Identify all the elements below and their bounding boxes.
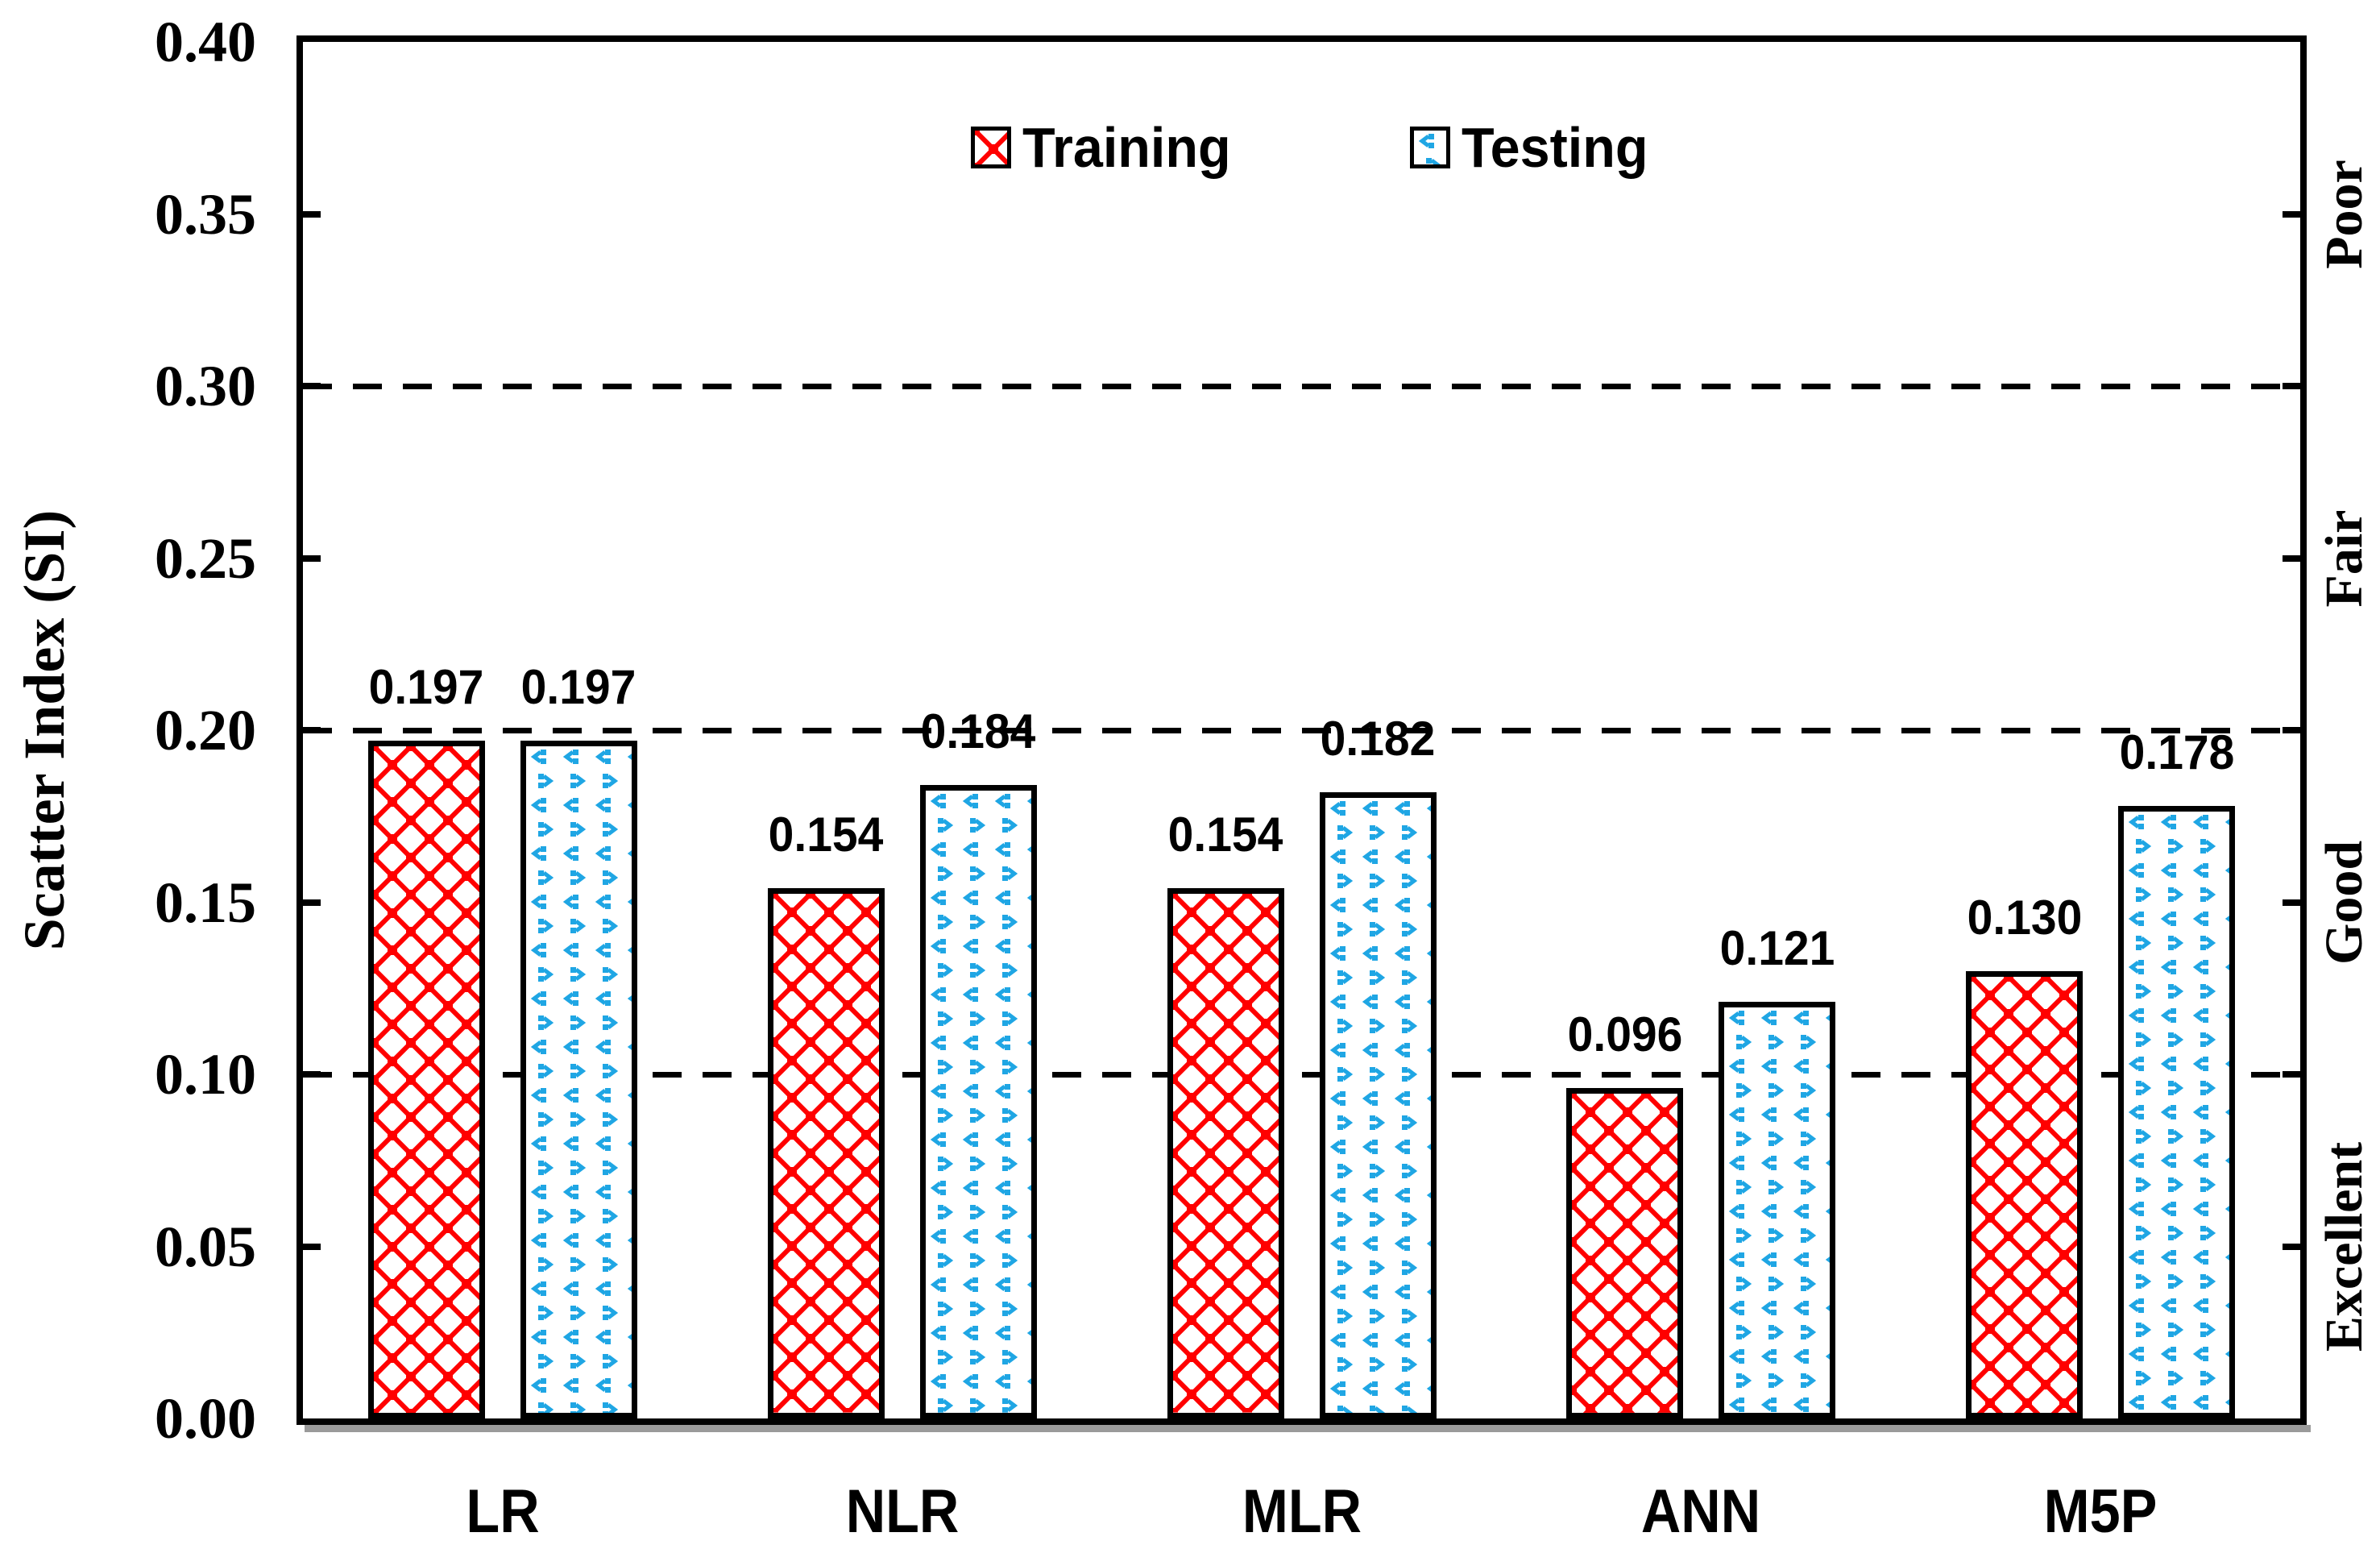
- gridline-0.30: [303, 384, 2300, 389]
- band-label-excellent: Excellent: [2315, 1141, 2374, 1352]
- band-label-fair: Fair: [2315, 509, 2374, 607]
- x-label-NLR: NLR: [845, 1477, 959, 1545]
- legend-item-training: Training: [971, 119, 1242, 176]
- x-label-ANN: ANN: [1641, 1477, 1761, 1545]
- bar-testing-MLR: [1319, 791, 1437, 1418]
- y-tick-right: [2283, 383, 2300, 389]
- band-label-good: Good: [2315, 840, 2374, 965]
- value-label-testing-NLR: 0.184: [920, 704, 1036, 759]
- bar-testing-NLR: [919, 785, 1037, 1418]
- y-tick-label-0.40: 0.40: [155, 10, 256, 74]
- y-tick-right: [2283, 899, 2300, 906]
- y-tick-label-0.05: 0.05: [155, 1214, 256, 1279]
- value-label-training-M5P: 0.130: [1967, 890, 2082, 945]
- y-tick-left: [303, 899, 321, 906]
- x-label-MLR: MLR: [1242, 1477, 1362, 1545]
- bar-training-MLR: [1167, 888, 1284, 1418]
- y-tick-left: [303, 210, 321, 218]
- bar-testing-LR: [520, 740, 637, 1418]
- band-label-poor: Poor: [2315, 159, 2374, 269]
- y-tick-right: [2283, 210, 2300, 218]
- y-tick-left: [303, 1071, 321, 1078]
- x-label-LR: LR: [466, 1477, 540, 1545]
- y-tick-left: [303, 554, 321, 562]
- y-tick-right: [2283, 727, 2300, 733]
- y-tick-label-0.15: 0.15: [155, 870, 256, 935]
- y-tick-right: [2283, 1071, 2300, 1078]
- y-tick-label-0.10: 0.10: [155, 1042, 256, 1107]
- value-label-testing-LR: 0.197: [521, 659, 636, 714]
- bar-training-M5P: [1966, 970, 2084, 1418]
- bar-training-ANN: [1566, 1088, 1684, 1418]
- y-tick-left: [303, 383, 321, 389]
- legend-item-testing: Testing: [1410, 119, 1658, 176]
- bar-testing-M5P: [2118, 805, 2236, 1418]
- y-tick-label-0.25: 0.25: [155, 525, 256, 591]
- y-tick-right: [2283, 1243, 2300, 1250]
- value-label-training-LR: 0.197: [369, 659, 484, 714]
- value-label-training-ANN: 0.096: [1567, 1007, 1683, 1062]
- training-swatch-icon: [971, 127, 1011, 168]
- y-tick-right: [2283, 554, 2300, 562]
- axis-shadow-line: [305, 1425, 2311, 1432]
- y-tick-label-0.35: 0.35: [155, 181, 256, 247]
- bar-testing-ANN: [1719, 1002, 1836, 1418]
- value-label-training-MLR: 0.154: [1167, 808, 1283, 862]
- bar-training-NLR: [767, 888, 885, 1418]
- plot-area: 0.197 0.154 0.154 0.096 0.130 0.197 0.184 0.182…: [296, 35, 2307, 1425]
- y-tick-label-0.20: 0.20: [155, 698, 256, 762]
- testing-swatch-icon: [1410, 127, 1450, 168]
- value-label-testing-ANN: 0.121: [1719, 921, 1835, 976]
- x-label-M5P: M5P: [2043, 1477, 2158, 1545]
- gridline-0.10: [303, 1072, 2300, 1078]
- y-tick-label-0.30: 0.30: [155, 354, 256, 418]
- bar-training-LR: [367, 740, 485, 1418]
- y-tick-label-0.00: 0.00: [155, 1386, 256, 1451]
- value-label-testing-M5P: 0.178: [2119, 725, 2234, 779]
- y-tick-left: [303, 1243, 321, 1250]
- value-label-training-NLR: 0.154: [768, 808, 884, 862]
- y-tick-left: [303, 727, 321, 733]
- legend-label-testing: Testing: [1462, 116, 1648, 179]
- legend-label-training: Training: [1022, 116, 1231, 179]
- gridline-0.20: [303, 728, 2300, 733]
- value-label-testing-MLR: 0.182: [1320, 711, 1436, 766]
